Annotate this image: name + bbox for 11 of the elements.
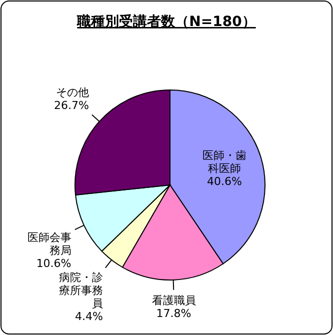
data-label: 10.6%	[36, 257, 72, 270]
slice-label: その他	[56, 86, 89, 100]
chart-title: 職種別受講者数（N=180）	[76, 13, 256, 30]
slice-label: 看護職員	[152, 294, 196, 307]
data-label: 26.7%	[54, 99, 89, 112]
slice-label: 医師・歯科医師	[202, 148, 247, 175]
slice-label: 医師会事務局	[27, 231, 72, 258]
data-label: 17.8%	[156, 306, 192, 320]
data-label: 4.4%	[75, 310, 103, 323]
slice-label: 病院・診療所事務員	[58, 270, 103, 310]
data-label: 40.6%	[207, 174, 242, 188]
